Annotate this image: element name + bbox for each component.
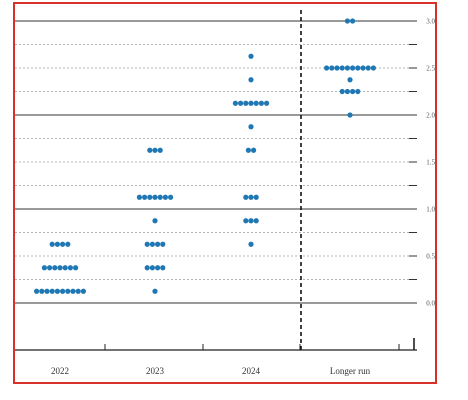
dot-point [344,65,350,71]
dot-point [54,288,61,294]
dot-point [253,194,259,200]
dot-point [329,65,335,71]
dot-point [248,53,254,59]
dot-point [243,100,249,106]
chart-frame: 0.0 0.5 1.0 1.5 2.0 2.5 3.0 2022 2023 2024 Longer … [13,2,437,384]
x-category-label: Longer run [330,366,371,376]
dot-point [168,194,174,200]
dot-point [155,241,161,247]
dot-point [147,147,153,153]
dot-point [136,194,142,200]
dot-point [355,88,361,95]
dot-point [232,100,238,106]
dot-point [60,241,66,247]
dot-point [41,265,47,271]
dot-point [44,288,50,294]
dot-point [47,265,53,271]
dot-point [80,288,86,294]
dot-point [34,288,40,294]
dot-point [67,265,73,271]
dot-point [339,88,345,95]
x-category-label: 2024 [242,366,261,376]
dot-point [339,65,345,71]
y-tick-label: 1.0 [426,206,435,214]
dot-point [347,112,353,118]
dot-point [360,65,366,71]
axis-layer [15,10,417,351]
dot-point [54,241,61,247]
dot-point [49,241,55,247]
dot-point [62,265,68,271]
y-tick-label: 3.0 [426,18,435,26]
dot-point [157,194,163,200]
dot-point [347,77,353,83]
dot-point [344,88,350,95]
dot-point [155,265,161,271]
dot-point [365,65,371,71]
dot-point [152,194,158,200]
dot-point [142,194,148,200]
dot-point [160,241,166,247]
dot-point [370,65,376,71]
dot-point [350,18,356,24]
dot-point [350,65,356,71]
dot-point [248,194,254,200]
dot-point [251,147,257,153]
dot-point [52,265,58,271]
dot-point [324,65,330,71]
dot-point [253,100,259,106]
dot-point [344,18,350,24]
dot-point [147,194,153,200]
dot-point [60,288,66,294]
dot-point [160,265,166,271]
x-category-label: 2022 [51,366,69,376]
y-tick-label: 1.5 [426,159,435,167]
dot-point [65,241,71,247]
dot-point [248,241,254,247]
dot-point [334,65,340,71]
y-tick-label: 0.5 [426,253,435,261]
label-layer: 0.0 0.5 1.0 1.5 2.0 2.5 3.0 2022 2023 2024 Longer … [51,18,435,377]
dot-point [75,288,81,294]
y-tick-label: 2.0 [426,112,435,120]
dot-point [57,265,63,271]
dot-point [70,288,76,294]
dot-point [248,100,254,106]
dot-point [243,218,249,224]
dot-point [264,100,270,106]
dot-point [243,194,249,200]
dot-point [162,194,168,200]
dot-point [144,265,150,271]
dot-point [238,100,244,106]
dot-point [258,100,264,106]
dot-point [39,288,45,294]
dot-point [253,218,259,224]
dot-layer [34,18,376,294]
dot-point [152,218,158,224]
dot-point [49,288,55,294]
dot-point [350,88,356,95]
dot-point [144,241,150,247]
dot-plot-chart: 0.0 0.5 1.0 1.5 2.0 2.5 3.0 2022 2023 2024 Longer … [15,10,435,377]
dot-point [248,77,254,83]
dot-point [149,265,155,271]
dot-point [248,124,254,130]
dot-point [152,147,158,153]
dot-point [73,265,79,271]
dot-point [245,147,251,153]
grid-layer [15,20,417,304]
dot-point [248,218,254,224]
y-tick-label: 2.5 [426,65,435,73]
x-category-label: 2023 [146,366,165,376]
dot-point [65,288,71,294]
dot-point [149,241,155,247]
dot-point [152,288,158,294]
y-tick-label: 0.0 [426,300,435,308]
dot-point [355,65,361,71]
dot-point [157,147,163,153]
